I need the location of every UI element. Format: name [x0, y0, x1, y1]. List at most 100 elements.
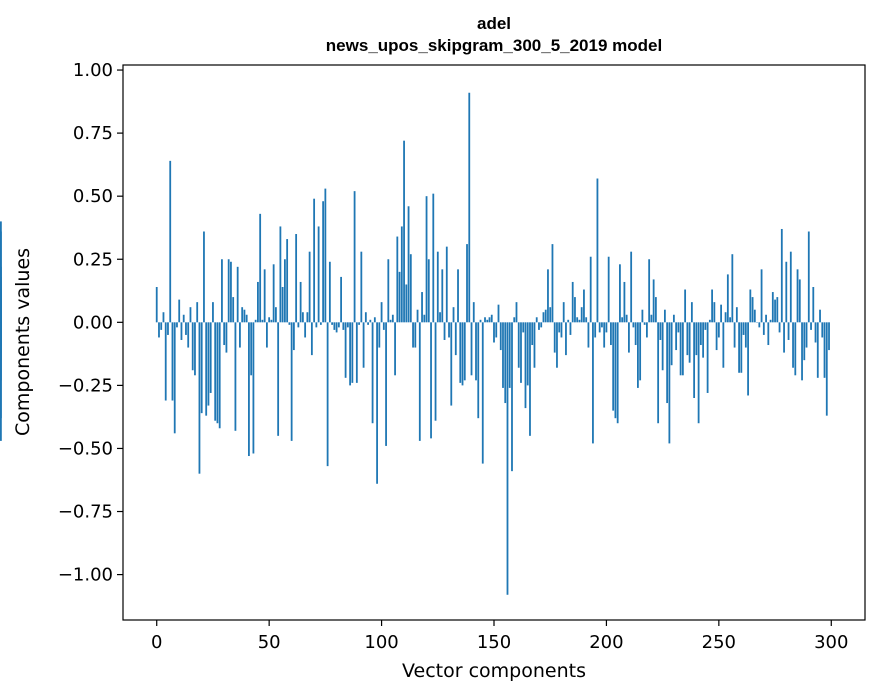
bar [625, 314, 628, 323]
bar [439, 312, 441, 323]
bar [162, 312, 165, 323]
bar [765, 314, 767, 323]
bar [553, 322, 556, 353]
bar [529, 322, 531, 436]
bar [506, 322, 509, 595]
bar [436, 251, 439, 323]
bar [281, 287, 284, 323]
bar [762, 322, 765, 335]
bar [239, 322, 241, 348]
bar [0, 322, 2, 441]
x-tick-label: 250 [702, 632, 736, 653]
bar [470, 322, 473, 376]
bar [412, 322, 414, 348]
bar [468, 92, 471, 323]
bar [533, 322, 536, 368]
bar [252, 322, 255, 454]
y-tick-label: −0.75 [58, 502, 113, 523]
bar [522, 322, 525, 333]
bar [695, 322, 698, 356]
bar [666, 322, 669, 404]
bar [459, 322, 462, 383]
y-tick-label: −1.00 [58, 565, 113, 586]
bar [272, 264, 275, 323]
bar [479, 319, 482, 323]
bar [690, 302, 693, 323]
bar [304, 322, 307, 338]
bar [454, 322, 457, 356]
bar [688, 322, 691, 363]
bar [684, 289, 687, 323]
bar [216, 322, 219, 424]
bar [598, 322, 601, 333]
bar [371, 322, 374, 424]
bar [513, 317, 516, 323]
bar [574, 297, 576, 323]
bar [787, 322, 790, 340]
bar [675, 322, 678, 351]
bar [279, 226, 282, 323]
bar [283, 259, 286, 323]
bar [288, 322, 291, 325]
bar [245, 314, 248, 323]
bar [337, 322, 340, 328]
bar [263, 269, 266, 323]
bar [178, 299, 181, 323]
bar [445, 246, 448, 323]
bar [612, 322, 615, 411]
bar [814, 322, 817, 343]
bar [819, 309, 821, 323]
bar [628, 322, 630, 353]
bar [715, 322, 718, 351]
bar [486, 319, 489, 323]
bar [376, 322, 378, 484]
bar [821, 322, 824, 338]
bar [250, 322, 253, 376]
bar [218, 322, 221, 429]
y-axis-label: Components values [12, 248, 34, 436]
bar [472, 302, 475, 323]
bar [362, 322, 365, 368]
bar [333, 322, 336, 330]
bar [686, 322, 689, 356]
bar [176, 322, 178, 328]
bar [230, 261, 232, 323]
bar [567, 319, 570, 323]
bar [508, 322, 511, 388]
bar [301, 312, 304, 323]
bar [778, 322, 781, 333]
bar [652, 279, 655, 323]
bar [319, 322, 322, 325]
bar [349, 322, 351, 386]
bar [711, 289, 713, 323]
bar [209, 322, 212, 393]
bar [560, 322, 563, 338]
bar [322, 201, 325, 323]
bar [634, 322, 637, 346]
bar [699, 322, 702, 346]
bar [810, 322, 812, 330]
bar [704, 322, 707, 330]
bar [729, 317, 731, 323]
bar [432, 193, 435, 323]
bar [387, 259, 390, 323]
bar [205, 322, 208, 416]
bar [650, 314, 653, 323]
bar [358, 322, 360, 325]
bar [637, 322, 639, 388]
y-tick-label: −0.25 [58, 375, 113, 396]
bar [346, 322, 349, 328]
bar [720, 304, 722, 323]
bar [760, 269, 763, 323]
bar [643, 322, 646, 325]
bar [382, 322, 385, 330]
bar [571, 281, 574, 323]
bar [297, 322, 300, 328]
bar [331, 322, 334, 325]
bar [425, 196, 428, 323]
bar [583, 289, 585, 323]
bar [605, 322, 608, 333]
bar [223, 322, 226, 346]
